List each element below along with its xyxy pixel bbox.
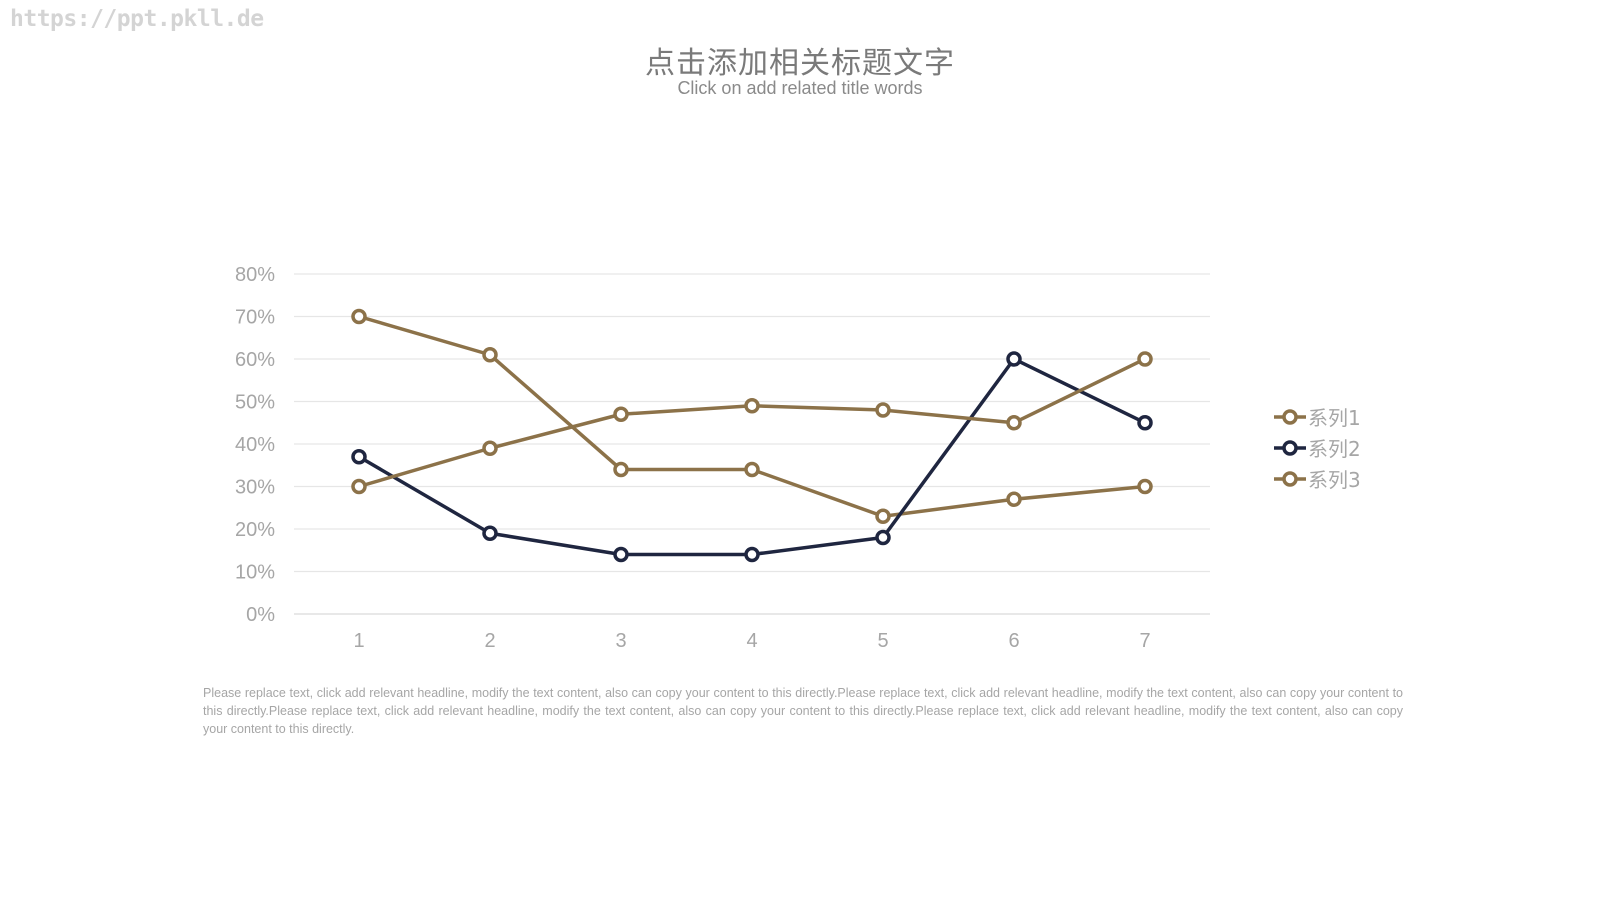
legend-marker-icon	[1282, 440, 1298, 456]
data-point	[351, 308, 367, 325]
legend: 系列1 系列2 系列3	[1274, 406, 1361, 492]
y-tick-label: 30%	[235, 477, 275, 499]
y-tick-label: 40%	[235, 434, 275, 456]
x-tick-label: 4	[746, 630, 757, 652]
gridlines	[294, 273, 1210, 615]
data-point	[482, 347, 498, 363]
data-point	[875, 508, 891, 524]
x-tick-label: 5	[877, 630, 888, 652]
data-point	[1006, 351, 1022, 367]
legend-label: 系列3	[1308, 468, 1361, 492]
y-axis-ticks: 0% 10% 20% 30% 40% 50% 60% 70% 80%	[235, 264, 275, 626]
x-axis-ticks: 1 2 3 4 5 6 7	[353, 630, 1150, 652]
data-point	[744, 398, 760, 414]
series-2	[351, 351, 1153, 563]
y-tick-label: 10%	[235, 562, 275, 584]
data-point	[1137, 415, 1153, 431]
x-tick-label: 6	[1008, 630, 1019, 652]
data-point	[875, 529, 891, 546]
slide-subtitle: Click on add related title words	[677, 78, 923, 98]
data-point	[875, 402, 891, 418]
legend-marker-icon	[1282, 471, 1298, 487]
y-tick-label: 50%	[235, 392, 275, 414]
data-point	[744, 546, 760, 563]
y-tick-label: 70%	[235, 307, 275, 329]
series-lines	[351, 308, 1153, 563]
data-point	[613, 461, 629, 478]
legend-label: 系列2	[1308, 437, 1361, 461]
data-point	[613, 546, 629, 563]
data-point	[1006, 491, 1022, 507]
y-tick-label: 80%	[235, 264, 275, 286]
y-tick-label: 20%	[235, 519, 275, 541]
data-point	[482, 525, 498, 541]
legend-item: 系列3	[1274, 468, 1361, 492]
legend-item: 系列1	[1274, 406, 1361, 430]
legend-marker-icon	[1282, 409, 1298, 425]
watermark-url: https://ppt.pkll.de	[10, 6, 264, 32]
x-tick-label: 3	[615, 630, 626, 652]
x-tick-label: 2	[484, 630, 495, 652]
series-line	[357, 357, 1147, 557]
x-tick-label: 1	[353, 630, 364, 652]
legend-label: 系列1	[1308, 406, 1361, 430]
data-point	[351, 449, 367, 465]
body-paragraph: Please replace text, click add relevant …	[203, 686, 1403, 736]
series-1	[351, 308, 1153, 524]
slide-title: 点击添加相关标题文字	[645, 46, 955, 81]
data-point	[1137, 351, 1153, 367]
data-point	[351, 478, 367, 495]
series-3	[351, 351, 1153, 495]
data-point	[744, 461, 760, 478]
data-point	[1006, 415, 1022, 431]
x-tick-label: 7	[1139, 630, 1150, 652]
legend-item: 系列2	[1274, 437, 1361, 461]
data-point	[1137, 478, 1153, 495]
data-point	[613, 406, 629, 422]
y-tick-label: 60%	[235, 349, 275, 371]
data-point	[482, 440, 498, 456]
y-tick-label: 0%	[246, 604, 275, 626]
